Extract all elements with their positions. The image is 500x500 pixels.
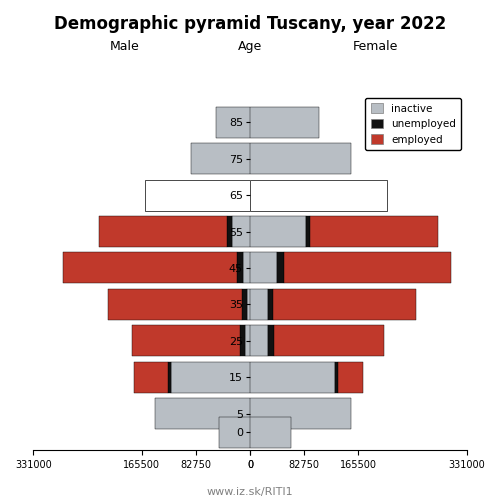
Bar: [268, 289, 273, 320]
Bar: [244, 252, 250, 284]
Bar: [108, 289, 242, 320]
Bar: [268, 326, 274, 356]
Text: Male: Male: [110, 40, 140, 53]
Bar: [100, 216, 227, 247]
Bar: [172, 362, 250, 393]
Bar: [237, 252, 244, 284]
Bar: [216, 106, 250, 138]
Bar: [335, 362, 338, 393]
Text: Demographic pyramid Tuscany, year 2022: Demographic pyramid Tuscany, year 2022: [54, 15, 446, 33]
Bar: [132, 326, 240, 356]
Bar: [250, 326, 268, 356]
Text: www.iz.sk/RITI1: www.iz.sk/RITI1: [206, 487, 294, 497]
Bar: [250, 143, 352, 174]
Bar: [227, 216, 232, 247]
Bar: [310, 216, 438, 247]
Bar: [250, 416, 290, 448]
Bar: [273, 289, 416, 320]
Bar: [250, 362, 335, 393]
Bar: [242, 289, 246, 320]
Bar: [155, 398, 250, 430]
Bar: [250, 289, 268, 320]
Bar: [284, 252, 451, 284]
Bar: [250, 216, 306, 247]
Legend: inactive, unemployed, employed: inactive, unemployed, employed: [366, 98, 462, 150]
Bar: [218, 416, 250, 448]
Bar: [240, 326, 245, 356]
Bar: [250, 106, 318, 138]
Bar: [246, 289, 250, 320]
Bar: [250, 252, 278, 284]
Bar: [278, 252, 284, 284]
Bar: [134, 362, 168, 393]
Bar: [338, 362, 363, 393]
Bar: [250, 398, 352, 430]
Bar: [232, 216, 250, 247]
Bar: [168, 362, 172, 393]
Bar: [191, 143, 250, 174]
Bar: [274, 326, 384, 356]
Bar: [146, 180, 250, 210]
Text: Age: Age: [238, 40, 262, 53]
Bar: [306, 216, 310, 247]
Bar: [64, 252, 237, 284]
Text: Female: Female: [352, 40, 398, 53]
Bar: [250, 180, 388, 210]
Bar: [245, 326, 250, 356]
